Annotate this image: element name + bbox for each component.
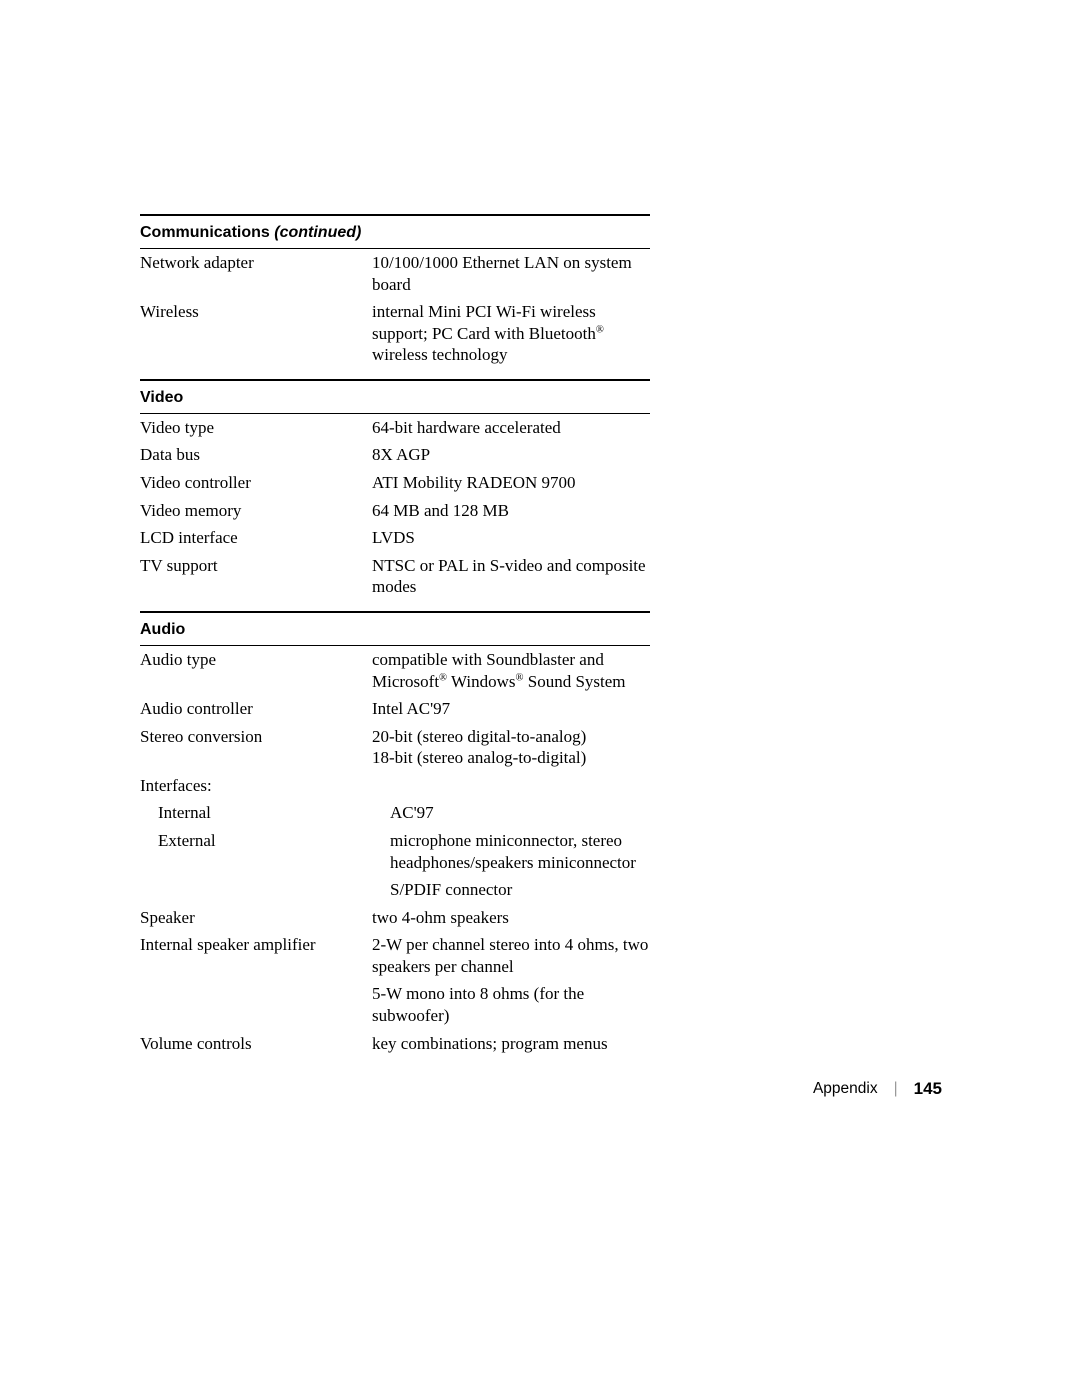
- label: External: [140, 830, 390, 852]
- label: Video type: [140, 417, 372, 439]
- page-footer: Appendix | 145: [813, 1079, 942, 1099]
- label: Interfaces:: [140, 775, 372, 797]
- footer-section: Appendix: [813, 1080, 878, 1098]
- row-volume-controls: Volume controls key combinations; progra…: [140, 1030, 650, 1058]
- row-audio-controller: Audio controller Intel AC'97: [140, 695, 650, 723]
- row-interfaces-external: External microphone miniconnector, stere…: [140, 827, 650, 904]
- value: 64 MB and 128 MB: [372, 500, 650, 522]
- value: 64-bit hardware accelerated: [372, 417, 650, 439]
- label: LCD interface: [140, 527, 372, 549]
- row-lcd-interface: LCD interface LVDS: [140, 524, 650, 552]
- continued-marker: (continued): [274, 224, 361, 241]
- section-title: Communications: [140, 224, 270, 241]
- row-audio-type: Audio type compatible with Soundblaster …: [140, 646, 650, 695]
- label: Speaker: [140, 907, 372, 929]
- text: Sound System: [524, 672, 626, 691]
- label: Audio type: [140, 649, 372, 671]
- label: Video memory: [140, 500, 372, 522]
- text: Windows: [447, 672, 515, 691]
- text: S/PDIF connector: [390, 879, 650, 901]
- footer-separator: |: [894, 1080, 898, 1098]
- registered-mark: ®: [596, 324, 604, 335]
- footer-page-number: 145: [914, 1079, 942, 1099]
- text: microphone miniconnector, stereo headpho…: [390, 830, 650, 873]
- text: wireless technology: [372, 345, 508, 364]
- row-internal-speaker-amplifier: Internal speaker amplifier 2-W per chann…: [140, 931, 650, 1029]
- row-network-adapter: Network adapter 10/100/1000 Ethernet LAN…: [140, 249, 650, 298]
- label: TV support: [140, 555, 372, 577]
- row-stereo-conversion: Stereo conversion 20-bit (stereo digital…: [140, 723, 650, 772]
- section-header-audio: Audio: [140, 611, 650, 646]
- value: AC'97: [390, 802, 650, 824]
- label: Wireless: [140, 301, 372, 323]
- value: 2-W per channel stereo into 4 ohms, two …: [372, 934, 650, 1026]
- text: internal Mini PCI Wi-Fi wireless support…: [372, 302, 596, 343]
- text: 2-W per channel stereo into 4 ohms, two …: [372, 934, 650, 977]
- row-tv-support: TV support NTSC or PAL in S-video and co…: [140, 552, 650, 601]
- text: 18-bit (stereo analog-to-digital): [372, 747, 650, 769]
- value: Intel AC'97: [372, 698, 650, 720]
- value: two 4-ohm speakers: [372, 907, 650, 929]
- page: Communications (continued) Network adapt…: [0, 0, 1080, 1397]
- value: internal Mini PCI Wi-Fi wireless support…: [372, 301, 650, 366]
- label: Audio controller: [140, 698, 372, 720]
- section-header-video: Video: [140, 379, 650, 414]
- label: Internal speaker amplifier: [140, 934, 372, 956]
- value: NTSC or PAL in S-video and composite mod…: [372, 555, 650, 598]
- row-interfaces-internal: Internal AC'97: [140, 799, 650, 827]
- value: 10/100/1000 Ethernet LAN on system board: [372, 252, 650, 295]
- section-title: Audio: [140, 621, 185, 638]
- row-wireless: Wireless internal Mini PCI Wi-Fi wireles…: [140, 298, 650, 369]
- spec-content: Communications (continued) Network adapt…: [140, 214, 650, 1057]
- row-video-controller: Video controller ATI Mobility RADEON 970…: [140, 469, 650, 497]
- row-interfaces-header: Interfaces:: [140, 772, 650, 800]
- value: key combinations; program menus: [372, 1033, 650, 1055]
- value: LVDS: [372, 527, 650, 549]
- section-title: Video: [140, 389, 183, 406]
- label: Network adapter: [140, 252, 372, 274]
- label: Data bus: [140, 444, 372, 466]
- value: microphone miniconnector, stereo headpho…: [390, 830, 650, 901]
- row-video-type: Video type 64-bit hardware accelerated: [140, 414, 650, 442]
- text: 5-W mono into 8 ohms (for the subwoofer): [372, 983, 650, 1026]
- value: 8X AGP: [372, 444, 650, 466]
- label: Video controller: [140, 472, 372, 494]
- value: 20-bit (stereo digital-to-analog) 18-bit…: [372, 726, 650, 769]
- row-video-memory: Video memory 64 MB and 128 MB: [140, 497, 650, 525]
- registered-mark: ®: [439, 672, 447, 683]
- value: compatible with Soundblaster and Microso…: [372, 649, 650, 692]
- row-speaker: Speaker two 4-ohm speakers: [140, 904, 650, 932]
- section-header-communications: Communications (continued): [140, 214, 650, 249]
- label: Internal: [140, 802, 390, 824]
- row-data-bus: Data bus 8X AGP: [140, 441, 650, 469]
- label: Stereo conversion: [140, 726, 372, 748]
- value: ATI Mobility RADEON 9700: [372, 472, 650, 494]
- registered-mark: ®: [516, 672, 524, 683]
- label: Volume controls: [140, 1033, 372, 1055]
- text: 20-bit (stereo digital-to-analog): [372, 726, 650, 748]
